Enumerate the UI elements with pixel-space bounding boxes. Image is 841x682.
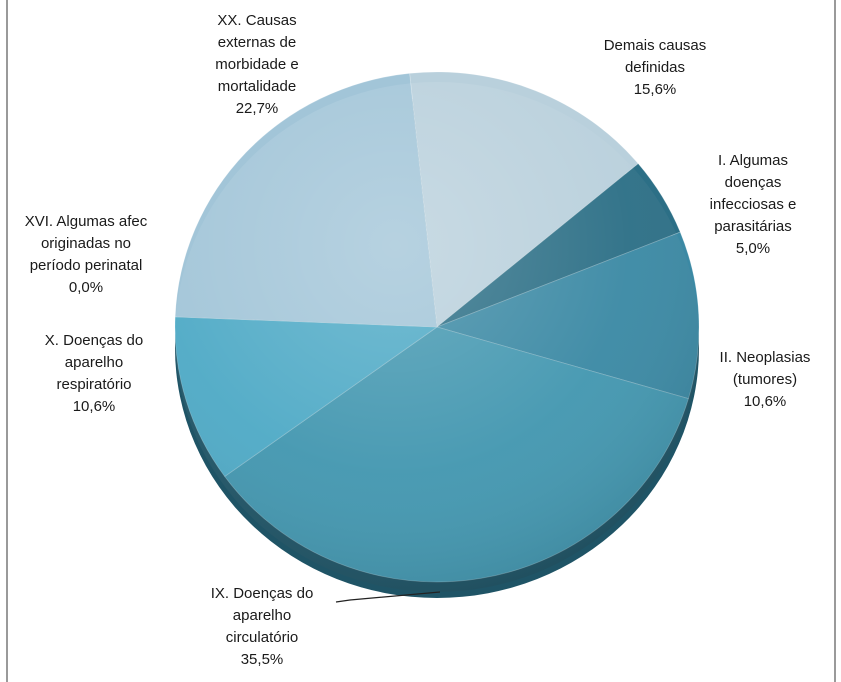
slice-label-line: externas de	[218, 34, 296, 51]
slice-label-line: XX. Causas	[217, 12, 296, 29]
slice-label-line: I. Algumas	[718, 152, 788, 169]
leader-lines	[335, 591, 441, 603]
slice-label-line: doenças	[725, 174, 782, 191]
slice-label-line: II. Neoplasias	[720, 349, 811, 366]
slice-label-line: morbidade e	[215, 56, 298, 73]
slice-label-line: originadas no	[41, 235, 131, 252]
leader-line	[335, 591, 441, 603]
slice-label-line: mortalidade	[218, 78, 296, 95]
slice-label-line: respiratório	[56, 376, 131, 393]
slice-label-line: aparelho	[233, 607, 291, 624]
frame-border-left	[6, 0, 8, 682]
slice-label-line: definidas	[625, 59, 685, 76]
slice-label-line: X. Doenças do	[45, 332, 143, 349]
slice-label-line: período perinatal	[30, 257, 143, 274]
pie-slices	[174, 71, 700, 583]
slice-label: XVI. Algumas afec originadas no período pe…	[25, 213, 148, 296]
slice-label-line: IX. Doenças do	[211, 585, 314, 602]
slice-value-label: 10,6%	[744, 393, 787, 410]
slice-value-label: 22,7%	[236, 100, 279, 117]
slice-label: II. Neoplasias (tumores) 10,6%	[720, 349, 811, 410]
slice-label-line: XVI. Algumas afec	[25, 213, 148, 230]
slice-value-label: 15,6%	[634, 81, 677, 98]
slice-value-label: 10,6%	[73, 398, 116, 415]
pie-slice	[174, 72, 438, 328]
slice-label-line: parasitárias	[714, 218, 792, 235]
slice-label: XX. Causas externas de morbidade e mortalid…	[215, 12, 298, 117]
slice-label-line: infecciosas e	[710, 196, 797, 213]
slice-value-label: 35,5%	[241, 651, 284, 668]
slice-label-line: (tumores)	[733, 371, 797, 388]
slice-label: IX. Doenças do aparelho circulatório 35,5%	[211, 585, 314, 668]
slice-label: Demais causas definidas 15,6%	[604, 37, 707, 98]
slice-value-label: 5,0%	[736, 240, 770, 257]
slice-label: I. Algumas doenças infecciosas e parasitári…	[710, 152, 797, 257]
slice-value-label: 0,0%	[69, 279, 103, 296]
frame-border-right	[834, 0, 836, 682]
slice-label: X. Doenças do aparelho respiratório 10,6%	[45, 332, 143, 415]
slice-label-line: aparelho	[65, 354, 123, 371]
slice-label-line: circulatório	[226, 629, 299, 646]
slice-labels: Demais causas definidas 15,6% I. Algumas doe…	[25, 12, 811, 668]
slice-label-line: Demais causas	[604, 37, 707, 54]
